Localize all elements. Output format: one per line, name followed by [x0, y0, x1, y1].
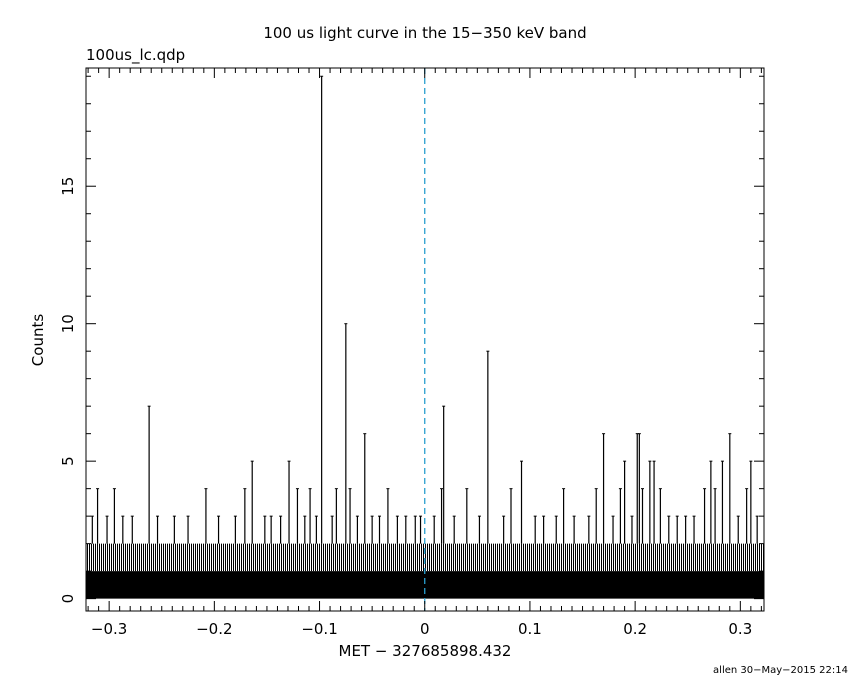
x-axis-label: MET − 327685898.432 [339, 642, 512, 660]
y-tick-label: 15 [59, 177, 77, 196]
x-tick-label: −0.3 [91, 620, 127, 638]
plot-frame [85, 67, 765, 612]
y-tick-label: 5 [59, 456, 77, 466]
data-layer [86, 68, 764, 611]
y-tick-label: 10 [59, 314, 77, 333]
y-axis-label: Counts [29, 314, 47, 367]
x-tick-label: 0.3 [728, 620, 752, 638]
x-tick-label: −0.1 [301, 620, 337, 638]
baseline-count-band [86, 571, 764, 599]
x-tick-label: 0.1 [518, 620, 542, 638]
y-tick-label: 0 [59, 594, 77, 604]
x-tick-label: −0.2 [196, 620, 232, 638]
chart-title: 100 us light curve in the 15−350 keV ban… [263, 24, 586, 42]
file-label: 100us_lc.qdp [86, 46, 185, 65]
footer-stamp: allen 30−May−2015 22:14 [713, 665, 848, 676]
tick-layer: −0.3 −0.2 −0.1 0 0.1 0.2 0.3 0 5 10 15 [59, 68, 764, 638]
x-tick-label: 0.2 [623, 620, 647, 638]
x-tick-label: 0 [420, 620, 430, 638]
